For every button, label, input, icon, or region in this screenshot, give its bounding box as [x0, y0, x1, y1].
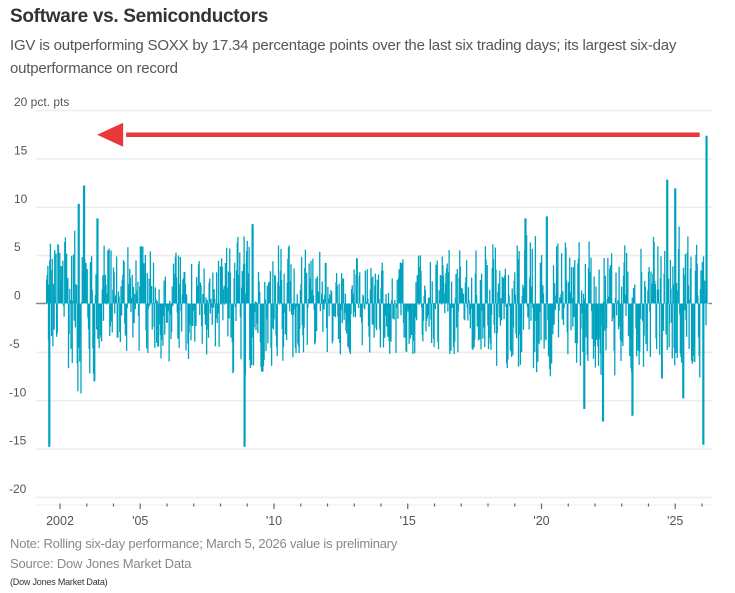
gridlines [36, 109, 712, 499]
x-tick-label: '15 [400, 514, 416, 528]
y-tick-label: -20 [9, 482, 27, 496]
x-tick-label: 2002 [46, 514, 74, 528]
y-tick-label: -15 [9, 434, 27, 448]
x-axis: 2002 '05 '10 '15 '20 '25 [36, 503, 712, 528]
y-tick-label: 15 [14, 143, 28, 157]
x-tick-label: '05 [132, 514, 148, 528]
chart-title: Software vs. Semiconductors [10, 6, 268, 27]
y-tick-label: 5 [14, 240, 21, 254]
y-tick-label: 20 pct. pts [14, 95, 69, 109]
chart-source: Source: Dow Jones Market Data [10, 556, 192, 571]
x-tick-label: '20 [533, 514, 549, 528]
x-tick-label: '10 [266, 514, 282, 528]
annotation-arrow [97, 122, 700, 147]
chart-note: Note: Rolling six-day performance; March… [10, 536, 398, 551]
y-tick-label: 0 [14, 289, 21, 303]
y-axis: 20 pct. pts 15 10 5 0 -5 -10 -15 -20 [9, 95, 69, 496]
arrow-head [97, 122, 124, 147]
y-tick-label: 10 [14, 192, 28, 206]
chart-subtitle: IGV is outperforming SOXX by 17.34 perce… [10, 37, 677, 77]
series-bars [45, 135, 708, 447]
chart-credit: (Dow Jones Market Data) [10, 577, 108, 587]
x-tick-label: '25 [667, 514, 683, 528]
y-tick-label: -5 [9, 337, 20, 351]
y-tick-label: -10 [9, 385, 27, 399]
